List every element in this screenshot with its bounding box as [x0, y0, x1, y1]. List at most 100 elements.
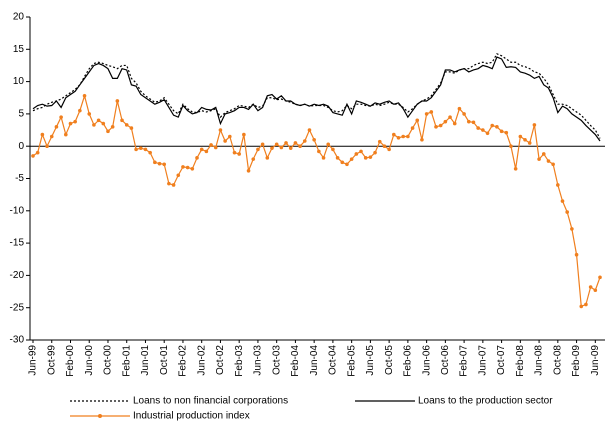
y-tick-label: 15	[13, 44, 25, 55]
point	[265, 156, 270, 160]
x-tick-label: Feb-00	[65, 345, 76, 377]
point	[523, 137, 527, 142]
point	[420, 137, 424, 142]
point	[213, 145, 218, 150]
x-tick-label: Oct-08	[552, 345, 563, 375]
point	[256, 147, 260, 152]
point	[171, 183, 176, 187]
y-tick-label: -5	[15, 173, 24, 184]
point	[35, 150, 40, 155]
x-tick-label: Feb-02	[178, 345, 189, 377]
point	[438, 123, 443, 128]
point	[270, 146, 274, 150]
x-tick-label: Jun-02	[196, 345, 207, 376]
point	[373, 150, 377, 155]
x-tick-label: Jun-01	[140, 345, 151, 376]
point	[485, 131, 490, 136]
point	[92, 123, 96, 127]
legend-label: Industrial production index	[133, 411, 250, 422]
point	[377, 139, 382, 144]
point	[490, 123, 495, 128]
y-tick-label: 20	[13, 12, 25, 23]
point	[82, 94, 87, 98]
point	[190, 167, 195, 171]
point	[504, 130, 509, 135]
point	[185, 165, 190, 170]
x-tick-label: Jun-04	[309, 345, 320, 376]
point	[382, 144, 387, 148]
x-tick-label: Feb-04	[290, 345, 301, 377]
point	[574, 252, 579, 257]
point	[129, 126, 134, 130]
point	[537, 157, 541, 161]
point	[181, 165, 185, 169]
point	[49, 134, 54, 139]
point	[120, 118, 124, 123]
point	[242, 132, 246, 137]
point	[392, 132, 396, 137]
point	[331, 147, 335, 152]
point	[176, 173, 181, 178]
point	[471, 120, 476, 125]
point	[64, 132, 68, 137]
point	[73, 119, 77, 124]
legend-label: Loans to non financial corporations	[133, 396, 288, 407]
point	[138, 146, 143, 150]
point	[298, 144, 302, 148]
point	[153, 160, 157, 165]
x-tick-label: Oct-03	[271, 345, 282, 375]
point	[556, 183, 560, 187]
point	[345, 162, 349, 167]
y-tick-label: 0	[18, 141, 24, 152]
point	[218, 128, 223, 132]
point	[279, 145, 284, 150]
point	[359, 149, 363, 154]
point	[237, 152, 241, 156]
point	[68, 121, 73, 126]
point	[481, 128, 485, 132]
point	[228, 134, 232, 139]
point	[162, 162, 167, 167]
x-tick-label: Oct-07	[496, 345, 507, 375]
point	[424, 112, 429, 116]
point	[546, 159, 551, 163]
point	[96, 118, 101, 123]
point	[40, 132, 45, 137]
point	[106, 129, 110, 134]
point	[495, 125, 499, 129]
point	[434, 125, 438, 129]
x-tick-label: Oct-00	[103, 345, 114, 375]
point	[124, 123, 129, 127]
point	[401, 134, 405, 139]
x-tick-label: Jun-99	[28, 345, 39, 376]
point	[54, 125, 59, 129]
x-tick-label: Jun-05	[365, 345, 376, 376]
point	[246, 168, 251, 173]
point	[415, 118, 420, 123]
y-tick-label: -30	[10, 335, 25, 346]
point	[570, 227, 574, 231]
point	[45, 144, 49, 148]
x-tick-label: Oct-06	[440, 345, 451, 375]
point	[363, 156, 368, 160]
point	[560, 199, 565, 203]
point	[260, 142, 265, 147]
point	[349, 157, 354, 161]
x-tick-label: Jun-07	[477, 345, 488, 376]
x-tick-label: Jun-03	[253, 345, 264, 376]
point	[565, 210, 569, 214]
point	[143, 147, 148, 152]
x-tick-label: Oct-04	[328, 345, 339, 375]
point	[223, 139, 227, 143]
point	[457, 106, 462, 111]
point	[317, 149, 321, 154]
point	[204, 149, 209, 154]
point	[284, 141, 288, 145]
x-tick-label: Jun-08	[534, 345, 545, 376]
point	[59, 115, 63, 119]
point	[157, 161, 162, 166]
point	[476, 126, 480, 130]
series-line	[32, 56, 601, 142]
